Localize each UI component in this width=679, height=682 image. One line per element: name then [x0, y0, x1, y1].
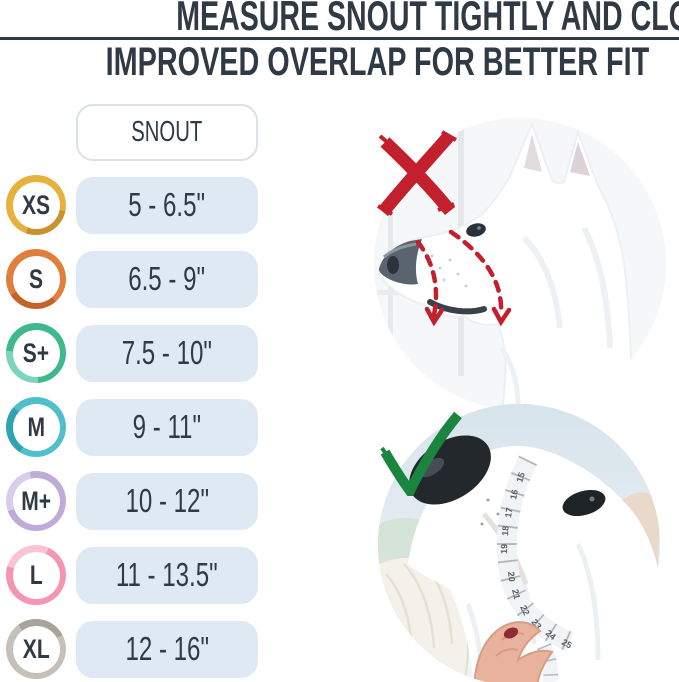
red-x-icon — [377, 130, 457, 217]
dog-profile-illustration — [374, 118, 666, 410]
svg-text:16: 16 — [508, 489, 520, 501]
svg-text:15: 15 — [514, 471, 527, 484]
size-row-xl: XL 12 - 16" — [6, 619, 258, 679]
green-check-icon — [380, 411, 462, 496]
range-m-plus: 10 - 12" — [76, 472, 258, 530]
dog-eye — [562, 489, 606, 517]
range-xl: 12 - 16" — [76, 620, 258, 678]
header-divider — [0, 37, 679, 40]
size-row-xs: XS 5 - 6.5" — [6, 175, 258, 235]
svg-text:18: 18 — [500, 525, 511, 536]
size-row-s: S 6.5 - 9" — [6, 249, 258, 309]
hand — [473, 621, 554, 682]
svg-text:22: 22 — [518, 603, 531, 616]
dog-eye — [466, 223, 486, 237]
size-badge-l: L — [6, 545, 66, 605]
headline-line2-text: IMPROVED OVERLAP FOR BETTER FIT — [105, 40, 650, 84]
headline-line1: MEASURE SNOUT TIGHTLY AND CLOSE TO THE E… — [0, 0, 679, 39]
svg-text:24: 24 — [544, 628, 558, 642]
snout-column-header: SNOUT — [76, 104, 258, 161]
range-xs: 5 - 6.5" — [76, 176, 258, 234]
incorrect-measurement-photo — [374, 118, 666, 410]
size-badge-m: M — [6, 397, 66, 457]
range-s-plus: 7.5 - 10" — [76, 324, 258, 382]
size-badge-m-plus: M+ — [6, 471, 66, 531]
range-l: 11 - 13.5" — [76, 546, 258, 604]
range-s: 6.5 - 9" — [76, 250, 258, 308]
measuring-tape: 15 16 17 18 19 20 21 22 23 24 25 — [496, 455, 575, 682]
size-badge-s: S — [6, 249, 66, 309]
svg-text:21: 21 — [510, 588, 522, 600]
dashed-measure-lines — [415, 229, 512, 327]
size-row-s-plus: S+ 7.5 - 10" — [6, 323, 258, 383]
size-badge-xs: XS — [6, 175, 66, 235]
size-table: SNOUT XS 5 - 6.5" S 6.5 - 9" S+ 7.5 - 10… — [6, 104, 258, 679]
svg-text:20: 20 — [506, 571, 517, 582]
svg-text:19: 19 — [499, 544, 509, 554]
correct-measurement-photo: 15 16 17 18 19 20 21 22 23 24 25 — [378, 404, 660, 682]
size-row-l: L 11 - 13.5" — [6, 545, 258, 605]
size-row-m: M 9 - 11" — [6, 397, 258, 457]
dog-tape-measure-illustration: 15 16 17 18 19 20 21 22 23 24 25 — [378, 404, 660, 682]
size-badge-s-plus: S+ — [6, 323, 66, 383]
svg-text:17: 17 — [503, 507, 514, 518]
headline-line2: IMPROVED OVERLAP FOR BETTER FIT — [0, 42, 679, 82]
size-table-header-row: SNOUT — [6, 104, 258, 161]
headline-line1-text: MEASURE SNOUT TIGHTLY AND CLOSE TO THE E… — [176, 0, 679, 39]
size-row-m-plus: M+ 10 - 12" — [6, 471, 258, 531]
range-m: 9 - 11" — [76, 398, 258, 456]
size-badge-xl: XL — [6, 619, 66, 679]
svg-text:25: 25 — [560, 637, 574, 651]
